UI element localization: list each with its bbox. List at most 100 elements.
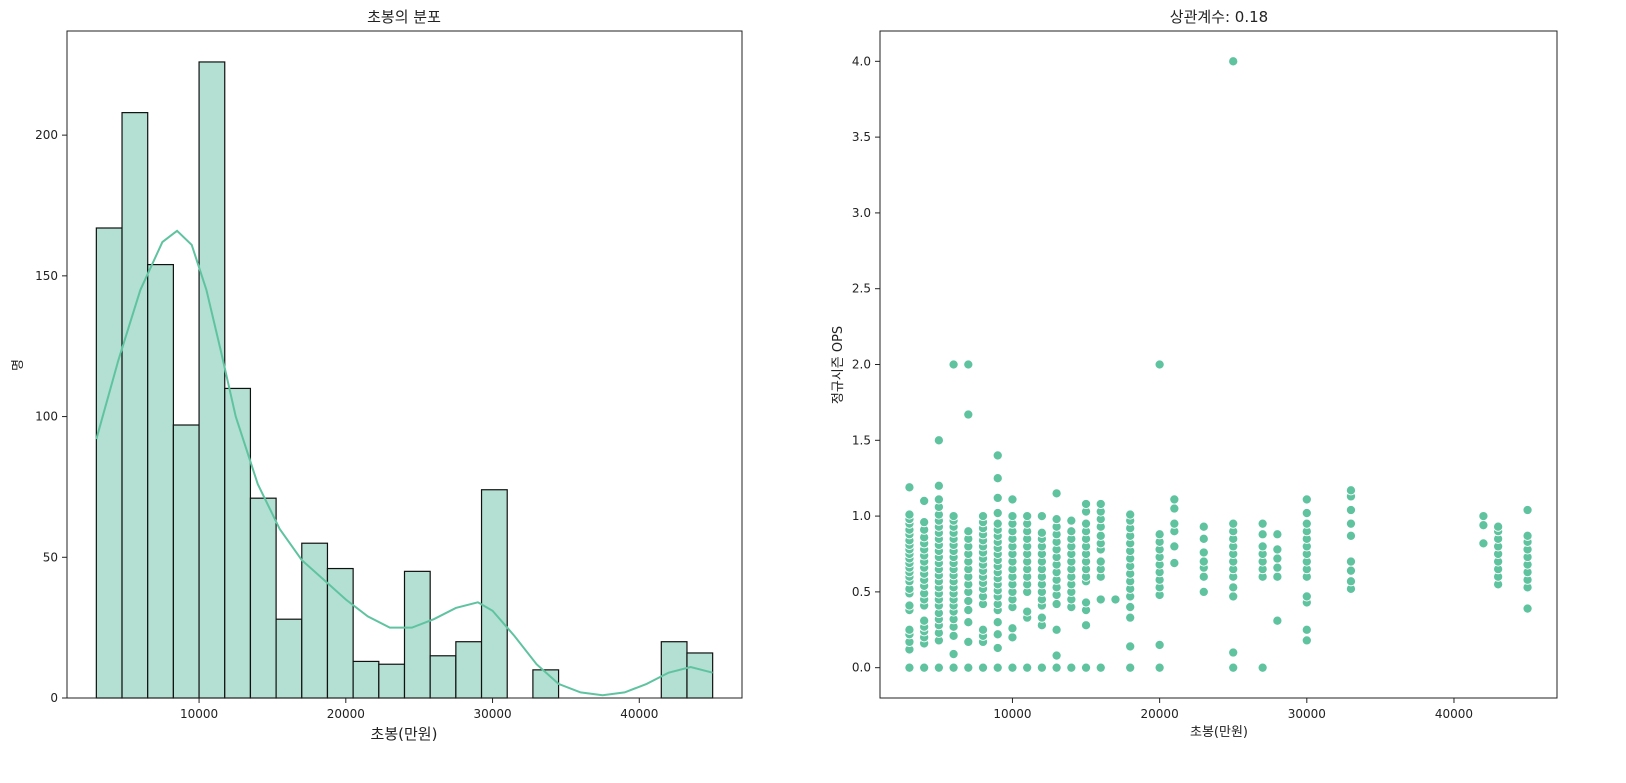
scatter-point [992, 642, 1003, 654]
scatter-point [948, 511, 959, 522]
scatter-point [1301, 591, 1312, 602]
scatter-point [977, 662, 989, 673]
scatter-point [1493, 521, 1504, 532]
histogram-panel: 초봉의 분포 10000 20000 30000 40000 0 50 100 150 200… [11, 8, 743, 743]
histogram-bar [455, 641, 483, 699]
scatter-point [1154, 639, 1165, 650]
scatter-point [1301, 624, 1312, 635]
scatter-point [992, 492, 1003, 503]
histogram-bar [326, 567, 354, 699]
scatter-point [1095, 498, 1106, 510]
scatter-point [1169, 494, 1180, 505]
scatter-point [1036, 511, 1047, 522]
scatter-point [1007, 632, 1018, 643]
scatter-panel: 상관계수: 0.18 10000 20000 30000 40000 0.0 0.5 1.… [831, 8, 1558, 740]
histogram-bar [198, 61, 226, 699]
scatter-point [1051, 514, 1062, 525]
scatter-point [992, 518, 1003, 529]
y-tick-label: 50 [43, 550, 58, 564]
scatter-point [1125, 662, 1136, 673]
scatter-point [1051, 488, 1062, 499]
scatter-x-ticks: 10000 20000 30000 40000 [993, 698, 1473, 721]
scatter-point [1007, 623, 1018, 634]
histogram-bar [686, 652, 714, 699]
scatter-point [948, 359, 959, 370]
scatter-point [904, 509, 915, 520]
scatter-point [992, 508, 1003, 519]
x-tick-label: 20000 [1141, 707, 1179, 721]
scatter-point [1154, 529, 1165, 540]
y-tick-label: 200 [35, 128, 58, 142]
histogram-bar [121, 112, 149, 699]
scatter-point [1345, 485, 1357, 496]
scatter-point [1228, 662, 1239, 673]
scatter-point [963, 617, 974, 628]
scatter-point [1095, 662, 1106, 673]
scatter-point [1066, 526, 1077, 537]
scatter-point [1522, 603, 1533, 614]
scatter-point [1257, 541, 1268, 552]
scatter-point [1228, 591, 1239, 602]
scatter-point [1007, 511, 1018, 522]
scatter-point [1478, 538, 1489, 549]
scatter-point [948, 630, 959, 641]
scatter-point [1080, 620, 1092, 631]
scatter-point [963, 409, 974, 420]
y-tick-label: 3.5 [852, 130, 871, 144]
scatter-point [1095, 530, 1106, 541]
scatter-point [1110, 594, 1121, 605]
scatter-point [1051, 624, 1062, 635]
scatter-point [1022, 606, 1033, 617]
y-tick-label: 2.0 [852, 358, 871, 372]
scatter-point [1301, 508, 1312, 519]
scatter-point [1007, 494, 1018, 505]
histogram-kde-line [95, 229, 713, 697]
y-tick-label: 0.0 [852, 661, 871, 675]
scatter-point [963, 605, 974, 616]
scatter-point [1007, 662, 1018, 673]
scatter-point [963, 359, 974, 370]
x-tick-label: 30000 [473, 707, 511, 721]
scatter-point [904, 600, 915, 611]
scatter-point [1301, 635, 1312, 646]
scatter-point [919, 517, 930, 528]
scatter-point [963, 662, 974, 673]
scatter-point [1228, 647, 1239, 658]
scatter-point [992, 629, 1003, 640]
scatter-point [1036, 662, 1047, 673]
scatter-point [1345, 576, 1357, 587]
scatter-point [1169, 541, 1180, 552]
scatter-point [1198, 586, 1209, 597]
scatter-point [1169, 503, 1180, 514]
scatter-point [1125, 509, 1136, 520]
histogram-bar [352, 660, 380, 699]
scatter-point [933, 480, 944, 491]
y-tick-label: 3.0 [852, 206, 871, 220]
scatter-point [1301, 518, 1312, 529]
scatter-point [977, 511, 989, 522]
scatter-point [1125, 612, 1136, 623]
histogram-x-label: 초봉(만원) [371, 725, 438, 743]
histogram-y-label: 명 [11, 359, 26, 371]
scatter-point [1257, 518, 1268, 529]
scatter-point [1345, 530, 1357, 541]
scatter-point [1095, 594, 1106, 605]
scatter-point [948, 662, 959, 673]
scatter-point [1198, 571, 1209, 582]
scatter-point [1169, 558, 1180, 569]
scatter-point [1272, 571, 1283, 582]
y-tick-label: 2.5 [852, 282, 871, 296]
scatter-point [1169, 518, 1180, 529]
histogram-bar [95, 227, 123, 699]
scatter-point [1478, 511, 1489, 522]
scatter-point [1228, 518, 1239, 529]
histogram-bar [172, 424, 200, 699]
scatter-point [1228, 582, 1239, 593]
scatter-point [1522, 530, 1533, 541]
scatter-point [1345, 504, 1357, 516]
y-tick-label: 150 [35, 269, 58, 283]
scatter-point [1478, 520, 1489, 531]
scatter-point [1522, 504, 1533, 516]
scatter-point [1022, 511, 1033, 522]
